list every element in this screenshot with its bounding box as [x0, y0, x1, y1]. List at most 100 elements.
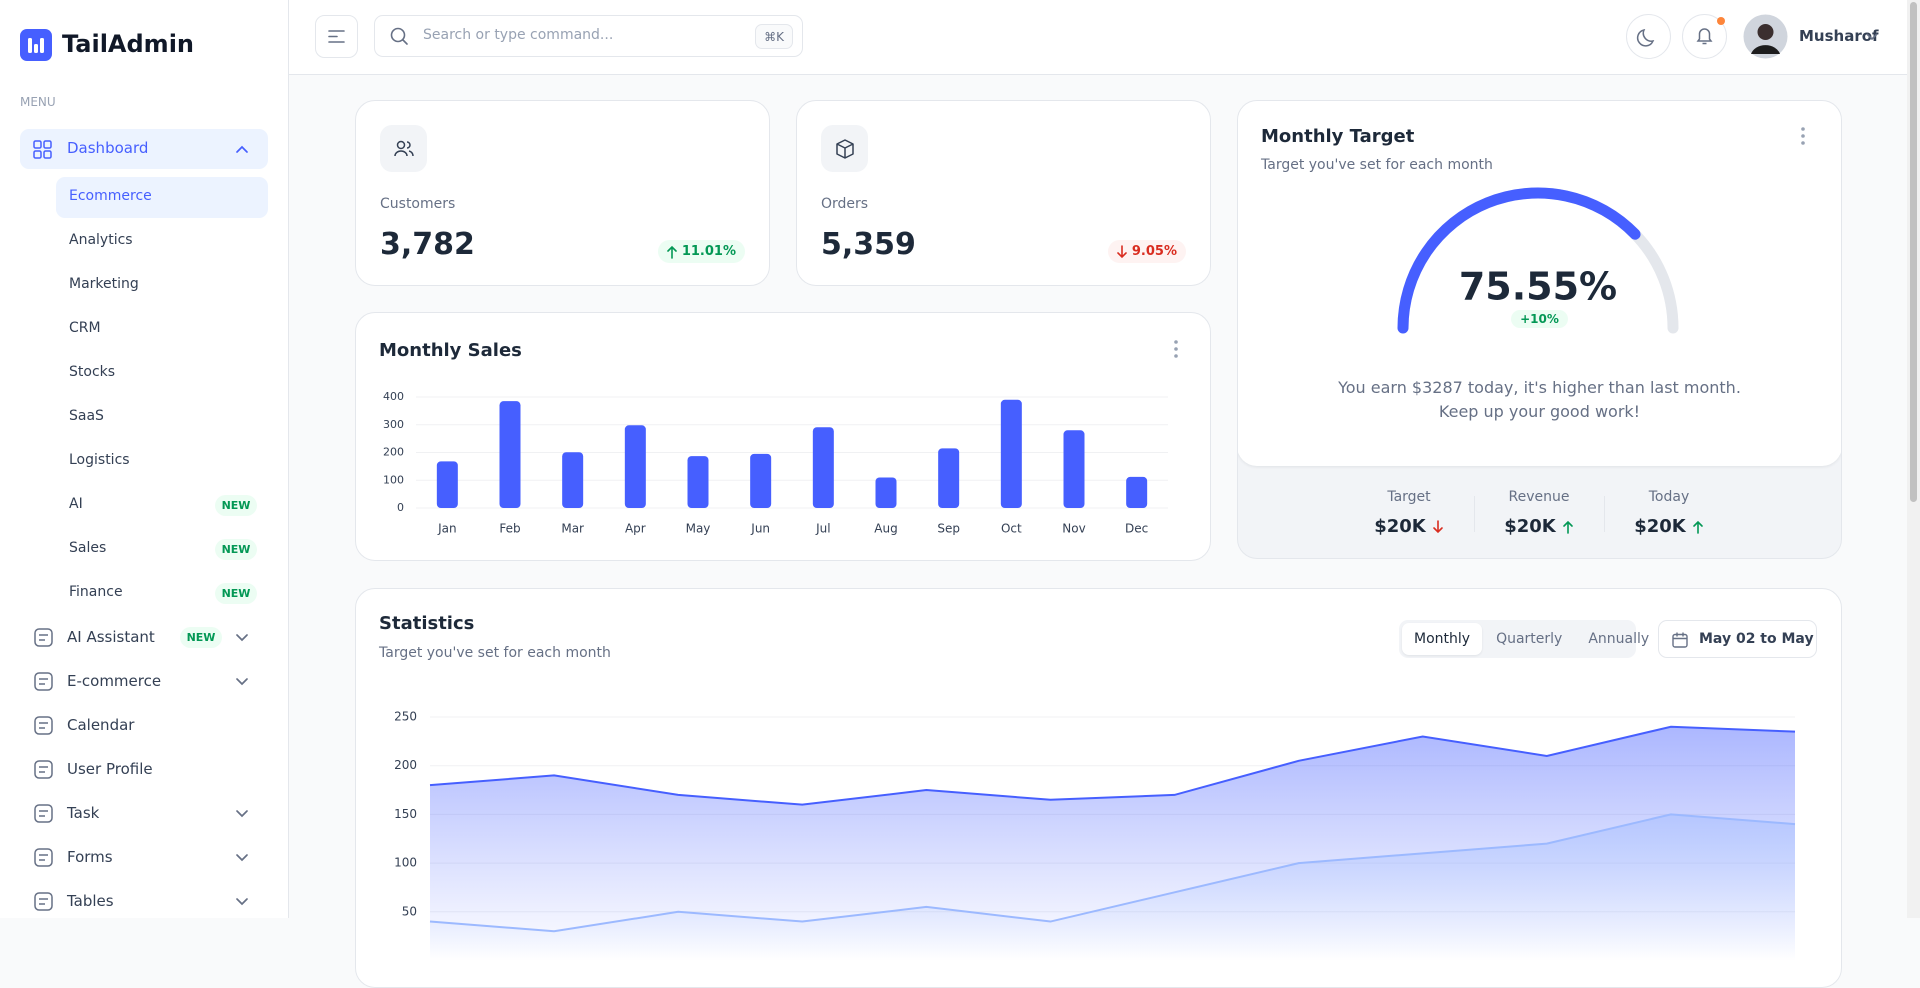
- logo-text: TailAdmin: [62, 30, 194, 58]
- metric-icon: [380, 125, 427, 172]
- search-box[interactable]: Search or type command... ⌘K: [374, 15, 803, 57]
- logo-icon: [20, 29, 52, 61]
- bar: [499, 401, 521, 508]
- menu-item[interactable]: Task: [20, 793, 268, 834]
- line: [429, 725, 1796, 806]
- theme-toggle[interactable]: [1626, 14, 1671, 59]
- line: [429, 813, 1796, 933]
- more-button[interactable]: [1166, 337, 1186, 361]
- menu-label: Task: [67, 804, 100, 822]
- change-value: 11.01%: [681, 244, 736, 259]
- y-tick-label: 200: [383, 446, 404, 459]
- grid-icon: [33, 140, 42, 149]
- avatar[interactable]: [1743, 14, 1788, 59]
- badge: NEW: [215, 583, 257, 604]
- moon-icon: [1636, 28, 1655, 47]
- chevron: [236, 854, 248, 862]
- submenu-item[interactable]: Sales NEW: [56, 529, 268, 570]
- menu-label: MENU: [20, 95, 56, 109]
- notification-dot: [1717, 17, 1725, 25]
- menu-icon: [34, 716, 53, 735]
- bar: [562, 452, 584, 508]
- bar: [1126, 476, 1148, 508]
- icon: [236, 145, 248, 153]
- submenu-item[interactable]: Ecommerce: [56, 177, 268, 218]
- menu-item[interactable]: Tables: [20, 881, 268, 922]
- x-tick-label: Sep: [937, 522, 960, 536]
- icon: [1562, 520, 1573, 534]
- icon: [236, 898, 248, 906]
- grid-icon: [33, 150, 42, 159]
- x-tick-label: Feb: [499, 522, 520, 536]
- search-handle: [402, 39, 408, 45]
- menu-icon: [34, 628, 53, 647]
- x-tick-label: Nov: [1062, 522, 1085, 536]
- chevron: [236, 810, 248, 818]
- menu-label: Calendar: [67, 716, 135, 734]
- date-picker[interactable]: May 02 to May 08: [1658, 620, 1817, 658]
- cal-body: [1672, 633, 1688, 648]
- user-name[interactable]: Musharof: [1799, 27, 1879, 45]
- grid-icon: [43, 140, 52, 149]
- menu-icon: [34, 804, 53, 823]
- submenu-item[interactable]: Finance NEW: [56, 573, 268, 614]
- menu-label: Tables: [67, 892, 114, 910]
- avatar-head: [1757, 24, 1774, 40]
- submenu-item[interactable]: SaaS: [56, 397, 268, 438]
- notifications[interactable]: [1682, 14, 1727, 59]
- menu-item[interactable]: Dashboard: [20, 129, 268, 169]
- message-line: Keep up your good work!: [1438, 402, 1641, 421]
- dot: [1801, 134, 1805, 138]
- target-stat: Today $20K: [1604, 466, 1734, 558]
- logo-bar: [40, 38, 44, 53]
- submenu-item[interactable]: CRM: [56, 309, 268, 350]
- menu-item[interactable]: Forms: [20, 837, 268, 878]
- chevron: [1866, 33, 1878, 41]
- submenu-label: AI: [69, 496, 83, 512]
- shortcut: ⌘K: [755, 24, 793, 49]
- box-icon: [836, 139, 854, 159]
- y-tick-label: 50: [402, 904, 417, 918]
- menu-item[interactable]: AI Assistant NEW: [20, 617, 268, 658]
- stat-label: Today: [1648, 489, 1690, 505]
- change-value: 9.05%: [1131, 244, 1177, 259]
- y-tick-label: 400: [383, 390, 404, 403]
- logo-bar: [28, 38, 32, 53]
- menu-item[interactable]: Calendar: [20, 705, 268, 746]
- menu-item[interactable]: E-commerce: [20, 661, 268, 702]
- more-button[interactable]: [1793, 124, 1813, 148]
- tab[interactable]: Annually: [1588, 631, 1650, 647]
- dot: [1801, 127, 1805, 131]
- trend-arrow: [1562, 520, 1573, 534]
- menu-toggle[interactable]: [315, 15, 358, 58]
- submenu-item[interactable]: Analytics: [56, 221, 268, 262]
- x-tick-label: Jul: [815, 522, 830, 536]
- scroll-thumb[interactable]: [1910, 2, 1917, 502]
- logo-bar: [34, 44, 38, 53]
- y-tick-label: 100: [394, 856, 417, 870]
- badge: NEW: [180, 627, 222, 648]
- chevron: [236, 898, 248, 906]
- dot: [1174, 354, 1178, 358]
- submenu-item[interactable]: Stocks: [56, 353, 268, 394]
- monthly-sales-card: Monthly Sales 0 100 200 300 400 Jan Feb Mar Apr M…: [355, 312, 1211, 561]
- stat-label: Target: [1387, 489, 1431, 505]
- icon: [34, 672, 53, 691]
- gauge-chart: 75.55%: [1397, 187, 1679, 334]
- menu-label: AI Assistant: [67, 628, 155, 646]
- grid-icon: [43, 150, 52, 159]
- submenu-label: Logistics: [69, 452, 130, 468]
- submenu-label: Ecommerce: [69, 188, 152, 204]
- tab[interactable]: Quarterly: [1496, 631, 1563, 647]
- icon: [1117, 245, 1127, 259]
- calendar-icon: [1672, 632, 1688, 648]
- icon: [236, 678, 248, 686]
- submenu-item[interactable]: AI NEW: [56, 485, 268, 526]
- submenu-item[interactable]: Marketing: [56, 265, 268, 306]
- menu-icon: [34, 892, 53, 911]
- menu-icon: [328, 30, 345, 43]
- submenu-item[interactable]: Logistics: [56, 441, 268, 482]
- tab[interactable]: Monthly: [1402, 623, 1483, 655]
- submenu-label: Sales: [69, 540, 107, 556]
- menu-item[interactable]: User Profile: [20, 749, 268, 790]
